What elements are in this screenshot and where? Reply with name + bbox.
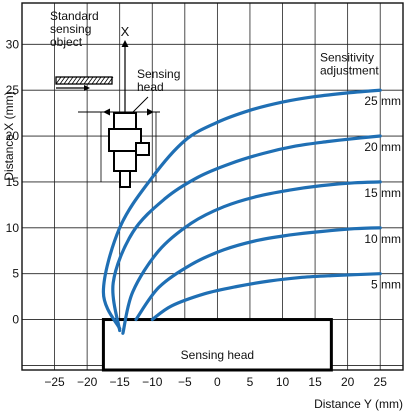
x-axis-title: Distance Y (mm) (314, 397, 403, 411)
chart-labels: Distance Y (mm) Distance X (mm) Sensing he… (2, 9, 403, 411)
sensing-head-top-label-line-1: Sensing (137, 67, 180, 81)
head-pointer (131, 96, 149, 114)
x-tick-label: 0 (214, 375, 221, 389)
series-line-1 (101, 88, 382, 331)
legend-title-line-2: adjustment (320, 64, 379, 78)
x-tick-label: −25 (44, 375, 65, 389)
y-tick-label: 30 (6, 37, 20, 51)
head-cable (119, 170, 131, 188)
axis-x-marker: X (121, 24, 130, 39)
plate-hatch (79, 76, 86, 85)
x-tick-label: 25 (374, 375, 388, 389)
series-label-4: 10 mm (364, 232, 401, 246)
head-top-part (113, 112, 137, 130)
x-tick-label: 20 (341, 375, 355, 389)
motion-arrow-head (84, 85, 90, 91)
plate-hatch (95, 76, 102, 85)
axis-ticks: −25 −20 −15 −10 −5 0 5 10 15 20 25 0 5 10 15 20 25 30 (6, 37, 388, 389)
plate-hatch (59, 76, 66, 85)
y-tick-label: 5 (12, 267, 19, 281)
head-lower-part (113, 150, 137, 172)
series-line-4 (134, 226, 382, 322)
plate-hatch (91, 76, 98, 85)
standard-object-label-line-1: Standard (50, 9, 99, 23)
plate-hatch (55, 76, 62, 85)
plate-hatch (63, 76, 70, 85)
series-line-2 (111, 134, 382, 333)
x-tick-label: −5 (178, 375, 192, 389)
series-label-3: 15 mm (364, 186, 401, 200)
sensor-illustration (55, 40, 333, 372)
series-label-1: 25 mm (364, 94, 401, 108)
x-tick-label: −10 (142, 375, 163, 389)
plate-hatch (67, 76, 74, 85)
plate-hatch (83, 76, 90, 85)
head-side-part (135, 142, 150, 156)
plate-hatch (103, 76, 110, 85)
x-tick-label: 5 (247, 375, 254, 389)
axis-x-arrowhead (121, 40, 129, 47)
x-tick-label: −20 (77, 375, 98, 389)
series-line-3 (121, 180, 382, 335)
plate-hatch (87, 76, 94, 85)
x-tick-label: 10 (276, 375, 290, 389)
x-tick-label: −15 (110, 375, 131, 389)
plate-hatch (107, 76, 114, 85)
sensing-head-top-label-line-2: head (137, 80, 164, 94)
standard-object-label-line-2: sensing (50, 22, 91, 36)
standard-object-label-line-3: object (50, 35, 83, 49)
sensing-head-block (101, 318, 333, 372)
dimension-arrow-left (103, 108, 110, 116)
series-label-2: 20 mm (364, 140, 401, 154)
sensing-head-block-label: Sensing head (181, 348, 254, 362)
series-label-5: 5 mm (371, 278, 401, 292)
plate-hatch (99, 76, 106, 85)
y-axis-title: Distance X (mm) (2, 91, 16, 180)
dimension-arrow-right (147, 108, 154, 116)
x-tick-label: 15 (308, 375, 322, 389)
y-tick-label: 15 (6, 175, 20, 189)
legend-title-line-1: Sensitivity (320, 51, 374, 65)
y-tick-label: 0 (12, 313, 19, 327)
y-tick-label: 25 (6, 83, 20, 97)
series-line-5 (150, 272, 382, 322)
y-tick-label: 10 (6, 221, 20, 235)
y-tick-label: 20 (6, 129, 20, 143)
plate-hatch (71, 76, 78, 85)
series-curves (101, 88, 382, 335)
plate-hatch (75, 76, 82, 85)
